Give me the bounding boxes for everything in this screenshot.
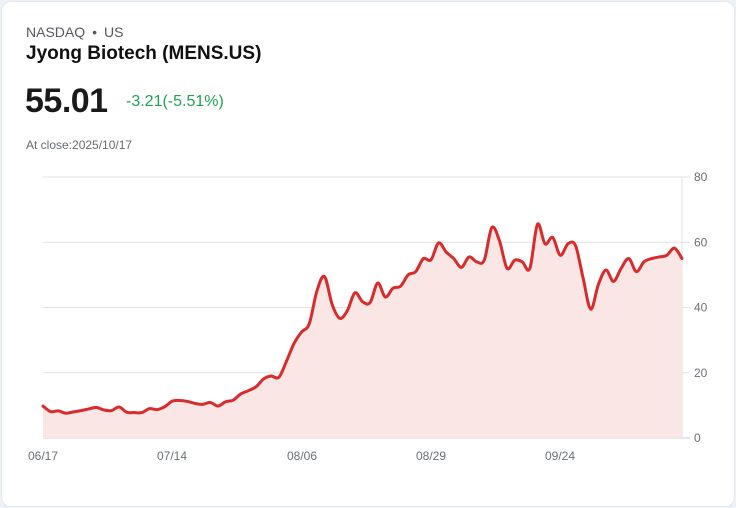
separator-dot: •: [92, 24, 98, 40]
region: US: [104, 24, 124, 40]
x-tick-label: 08/06: [287, 449, 317, 463]
exchange-line: NASDAQ • US: [26, 24, 123, 40]
x-tick-label: 06/17: [28, 449, 58, 463]
price-line[interactable]: [41, 222, 684, 415]
y-tick-label: 0: [694, 431, 701, 445]
exchange-name: NASDAQ: [26, 24, 86, 40]
stock-title: Jyong Biotech (MENS.US): [26, 43, 262, 64]
y-tick-label: 40: [694, 301, 708, 315]
current-price: 55.01: [25, 82, 108, 120]
x-tick-label: 08/29: [416, 449, 446, 463]
price-area-fill: [43, 223, 682, 438]
x-tick-label: 07/14: [157, 449, 187, 463]
price-change: -3.21(-5.51%): [126, 93, 224, 110]
at-close-timestamp: At close:2025/10/17: [26, 138, 133, 152]
x-tick-label: 09/24: [545, 449, 575, 463]
y-tick-label: 20: [694, 366, 708, 380]
x-axis: 06/17 07/14 08/06 08/29 09/24: [28, 449, 575, 463]
y-tick-label: 60: [694, 235, 708, 249]
y-axis: 0 20 40 60 80: [694, 170, 708, 445]
y-tick-label: 80: [694, 170, 708, 184]
